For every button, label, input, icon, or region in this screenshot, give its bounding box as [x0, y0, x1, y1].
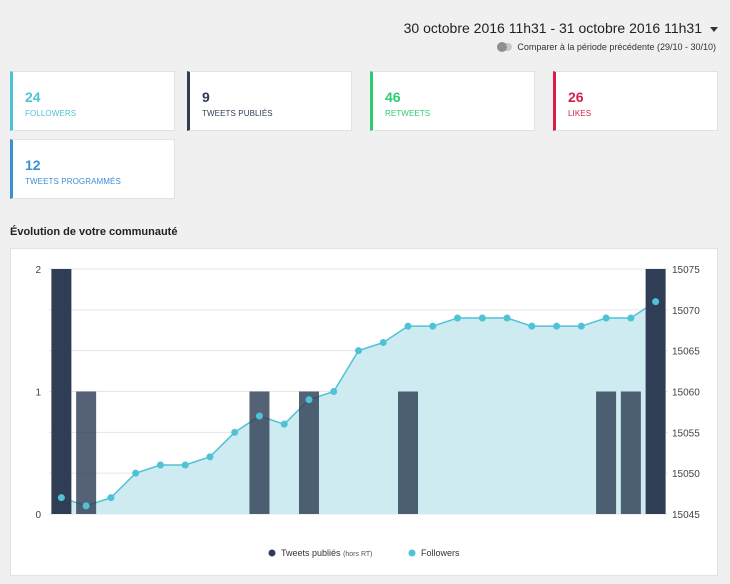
tweets-bar	[51, 269, 72, 514]
followers-point	[305, 396, 313, 404]
legend-label-followers[interactable]: Followers	[421, 548, 460, 558]
legend-marker-followers	[408, 549, 416, 557]
followers-point	[478, 314, 486, 322]
followers-point	[652, 298, 660, 306]
stat-label: TWEETS PROGRAMMÉS	[25, 177, 121, 186]
followers-point	[454, 314, 462, 322]
stat-value: 24	[25, 89, 41, 105]
followers-point	[330, 388, 338, 395]
followers-point	[429, 322, 437, 330]
stat-value: 12	[25, 157, 41, 173]
followers-point	[206, 453, 214, 461]
compare-toggle[interactable]	[497, 42, 513, 52]
date-range-text: 30 octobre 2016 11h31 - 31 octobre 2016 …	[403, 20, 702, 36]
tweets-bar	[76, 391, 97, 514]
legend-name: Tweets publiés	[281, 548, 341, 558]
followers-point	[577, 322, 585, 330]
stat-value: 9	[202, 89, 210, 105]
right-axis-tick: 15055	[672, 428, 700, 439]
tweets-bar	[645, 269, 666, 514]
followers-point	[231, 428, 239, 436]
tweets-bar	[398, 391, 419, 514]
tweets-bar	[298, 391, 319, 514]
followers-point	[627, 314, 635, 322]
followers-point	[132, 469, 140, 477]
followers-point	[280, 420, 288, 428]
followers-area	[61, 301, 656, 514]
followers-point	[528, 322, 536, 330]
stat-card-scheduled-tweets[interactable]: 12 TWEETS PROGRAMMÉS	[10, 139, 175, 199]
compare-label: Comparer à la période précédente (29/10 …	[517, 42, 716, 52]
stat-label: TWEETS PUBLIÉS	[202, 109, 273, 118]
legend-marker-tweets	[268, 549, 276, 557]
date-range-selector[interactable]: 30 octobre 2016 11h31 - 31 octobre 2016 …	[404, 20, 718, 36]
followers-point	[82, 502, 90, 510]
community-chart: 210 15075150701506515060150551505015045 …	[35, 265, 700, 558]
followers-point	[404, 322, 412, 330]
left-axis-tick: 0	[35, 510, 41, 521]
right-axis-tick: 15070	[672, 306, 700, 317]
stat-card-followers[interactable]: 24 FOLLOWERS	[10, 71, 175, 131]
left-axis-tick: 2	[35, 265, 41, 276]
followers-point	[107, 494, 115, 502]
right-axis-tick: 15065	[672, 347, 700, 358]
stat-card-retweets[interactable]: 46 RETWEETS	[370, 71, 535, 131]
stat-label: RETWEETS	[385, 109, 431, 118]
tweets-bar	[620, 391, 641, 514]
right-axis-tick: 15045	[672, 510, 700, 521]
compare-period: Comparer à la période précédente (29/10 …	[497, 42, 716, 52]
followers-point	[181, 461, 189, 469]
followers-point	[503, 314, 511, 322]
stat-value: 46	[385, 89, 401, 105]
followers-point	[156, 461, 164, 469]
left-axis-tick: 1	[35, 388, 41, 399]
stat-value: 26	[568, 89, 584, 105]
legend-label-tweets[interactable]: Tweets publiés (hors RT)	[281, 548, 373, 558]
followers-point	[379, 339, 387, 346]
chevron-down-icon	[710, 26, 718, 32]
right-axis-tick: 15075	[672, 265, 700, 276]
tweets-bar	[596, 391, 617, 514]
legend-suffix: (hors RT)	[343, 551, 372, 558]
section-title: Évolution de votre communauté	[10, 226, 178, 238]
right-axis-tick: 15060	[672, 388, 700, 399]
followers-point	[255, 412, 263, 420]
right-axis-tick: 15050	[672, 469, 700, 480]
stat-label: FOLLOWERS	[25, 109, 77, 118]
stat-label: LIKES	[568, 109, 592, 118]
tweets-bar	[249, 391, 270, 514]
followers-point	[553, 322, 561, 330]
followers-point	[57, 494, 65, 502]
followers-point	[355, 347, 362, 355]
toggle-knob	[497, 42, 508, 52]
followers-point	[602, 314, 610, 322]
chart-legend: Tweets publiés (hors RT) Followers	[268, 548, 460, 558]
stat-card-likes[interactable]: 26 LIKES	[553, 71, 718, 131]
stat-card-tweets-published[interactable]: 9 TWEETS PUBLIÉS	[187, 71, 352, 131]
